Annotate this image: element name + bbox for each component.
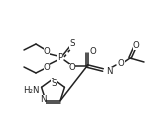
Text: O: O xyxy=(90,46,97,56)
Text: O: O xyxy=(44,64,50,72)
Text: O: O xyxy=(118,60,125,68)
Text: P: P xyxy=(57,53,63,63)
Text: S: S xyxy=(69,38,75,48)
Text: S: S xyxy=(51,79,57,87)
Text: O: O xyxy=(44,46,50,56)
Text: O: O xyxy=(69,64,75,72)
Text: O: O xyxy=(133,41,139,49)
Text: N: N xyxy=(40,95,46,104)
Text: H₂N: H₂N xyxy=(23,86,40,95)
Text: N: N xyxy=(106,67,112,76)
